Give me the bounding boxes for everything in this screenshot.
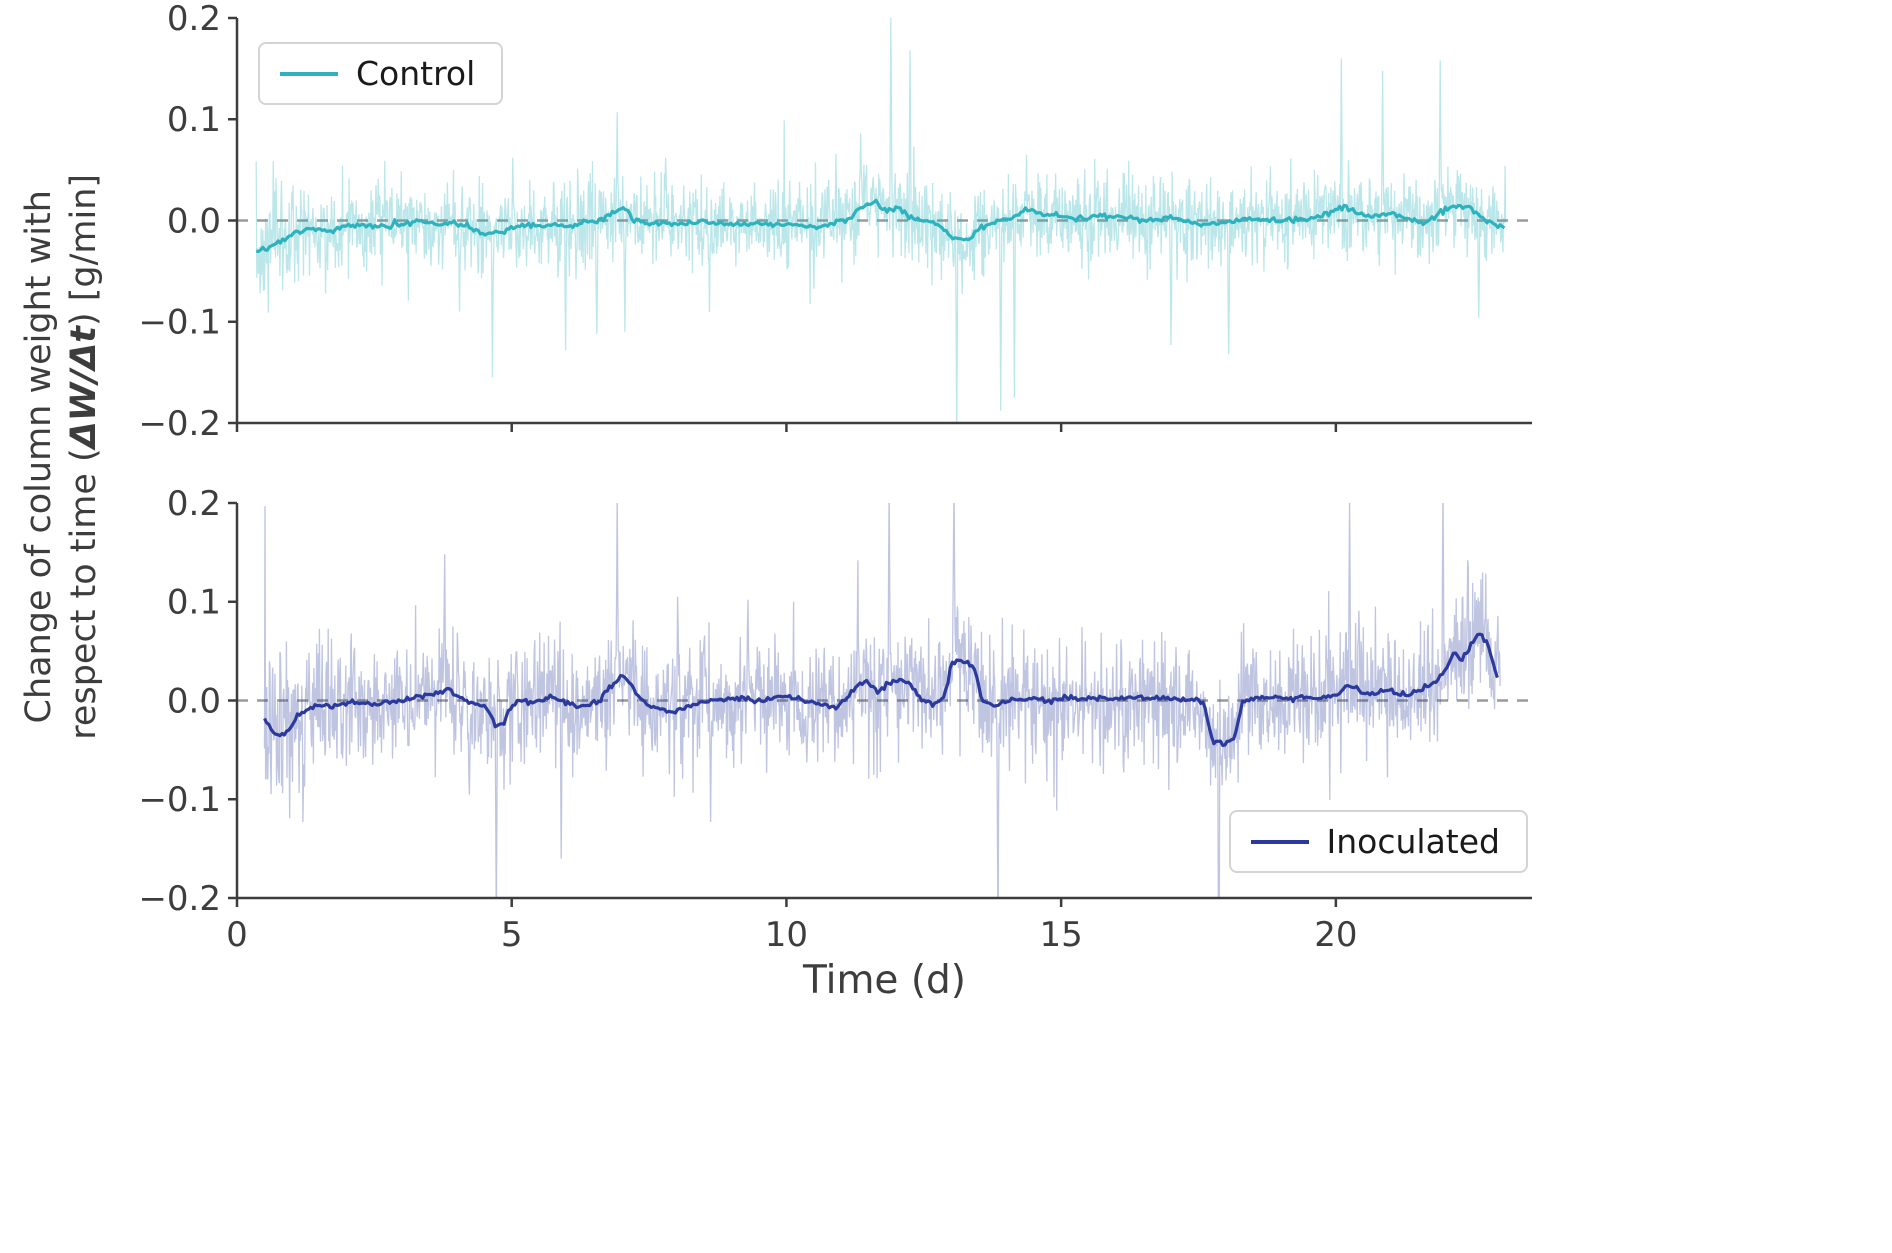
x-tick-label: 20 bbox=[1314, 915, 1357, 955]
y-tick-label: 0.0 bbox=[167, 201, 221, 241]
y-tick-label: 0.1 bbox=[167, 583, 221, 623]
x-tick-label: 15 bbox=[1040, 915, 1083, 955]
control-raw-series bbox=[255, 18, 1507, 423]
x-axis-label: Time (d) bbox=[802, 958, 967, 1003]
y-axis-label-line1: Change of column weight with bbox=[19, 190, 60, 724]
x-tick-label: 10 bbox=[765, 915, 808, 955]
control-smoothed-series bbox=[255, 198, 1506, 254]
legend-control: Control bbox=[258, 42, 504, 105]
inoculated-smoothed-series bbox=[263, 632, 1499, 747]
y-tick-label: 0.2 bbox=[167, 0, 221, 39]
legend-control-label: Control bbox=[356, 54, 476, 93]
y-tick-label: 0.0 bbox=[167, 681, 221, 721]
y-axis-label-math: ΔW/Δt bbox=[64, 326, 104, 449]
inoculated-raw-series bbox=[263, 503, 1501, 898]
y-tick-label: −0.1 bbox=[138, 780, 221, 820]
y-axis-label: Change of column weight with respect to … bbox=[17, 0, 107, 957]
legend-inoculated: Inoculated bbox=[1228, 810, 1528, 873]
y-tick-label: −0.1 bbox=[138, 303, 221, 343]
y-tick-label: −0.2 bbox=[138, 879, 221, 919]
y-axis-label-line2: respect to time (ΔW/Δt) [g/min] bbox=[64, 173, 104, 740]
y-tick-label: 0.1 bbox=[167, 100, 221, 140]
control-panel: 0.2 0.1 0.0 −0.1 −0.2 bbox=[138, 0, 1532, 444]
x-tick-label: 5 bbox=[501, 915, 523, 955]
inoculated-panel: 0 5 10 15 20 0.2 0.1 0.0 −0.1 −0.2 bbox=[138, 484, 1532, 955]
y-tick-label: −0.2 bbox=[138, 404, 221, 444]
inoculated-legend-line-icon bbox=[1250, 839, 1309, 844]
x-tick-label: 0 bbox=[226, 915, 248, 955]
legend-inoculated-label: Inoculated bbox=[1326, 822, 1500, 861]
control-legend-line-icon bbox=[280, 71, 338, 76]
y-tick-label: 0.2 bbox=[167, 484, 221, 524]
